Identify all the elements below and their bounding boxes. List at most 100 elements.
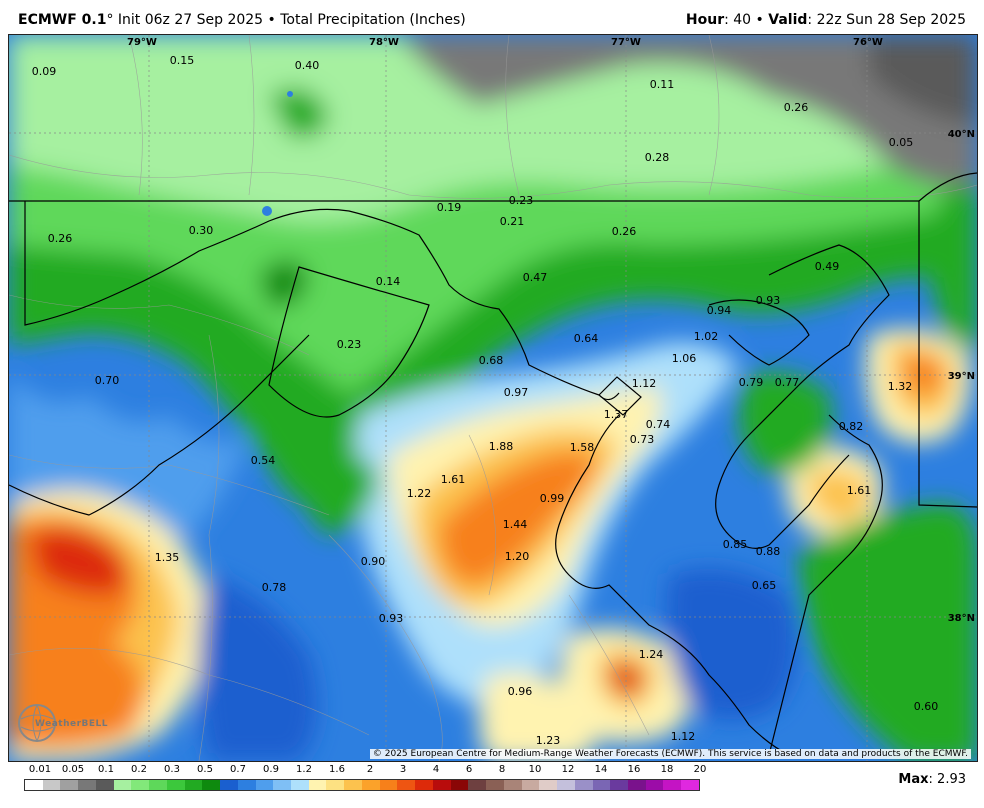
legend-label: 0.5 [197, 764, 213, 775]
precip-value-label: 0.88 [756, 545, 781, 558]
precip-value-label: 0.77 [775, 376, 800, 389]
precip-value-label: 0.26 [48, 232, 73, 245]
legend-swatch [149, 780, 167, 790]
legend-label: 0.9 [263, 764, 279, 775]
legend-swatch [681, 780, 699, 790]
latitude-labels: 40°N 39°N 38°N [948, 129, 975, 624]
legend-label: 0.05 [61, 764, 85, 775]
legend-swatch [308, 780, 327, 790]
precip-value-label: 0.97 [504, 386, 529, 399]
precip-value-label: 1.24 [639, 648, 664, 661]
precip-value-label: 0.78 [262, 581, 287, 594]
precip-value-label: 0.49 [815, 260, 840, 273]
legend-swatch [131, 780, 150, 790]
precip-value-label: 0.09 [32, 65, 57, 78]
init-time: Init 06z 27 Sep 2025 [113, 12, 264, 28]
precip-value-label: 1.06 [672, 352, 697, 365]
precip-value-label: 1.20 [505, 550, 530, 563]
state-borders [9, 172, 977, 756]
legend-label: 18 [660, 764, 674, 775]
max-point-marker [262, 206, 272, 216]
title-separator: • [751, 12, 769, 28]
precip-value-label: 0.54 [251, 454, 276, 467]
lat-label: 40°N [948, 129, 975, 140]
lat-label: 38°N [948, 613, 975, 624]
precip-value-label: 1.44 [503, 518, 528, 531]
precip-value-label: 0.19 [437, 201, 462, 214]
precip-value-label: 0.79 [739, 376, 764, 389]
legend-swatch [42, 780, 61, 790]
legend-swatch [610, 780, 628, 790]
precip-value-label: 0.30 [189, 224, 214, 237]
precip-value-label: 0.85 [723, 538, 748, 551]
precip-value-label: 0.64 [574, 332, 599, 345]
legend-label: 0.3 [164, 764, 180, 775]
lon-label: 76°W [853, 37, 883, 48]
legend-swatch [113, 780, 132, 790]
legend-swatch [574, 780, 593, 790]
logo-globe-icon [18, 704, 56, 742]
hour-value: : 40 [724, 12, 752, 28]
max-point-marker [287, 91, 293, 97]
title-separator: • [263, 12, 281, 28]
legend-label: 10 [528, 764, 542, 775]
legend-swatch [503, 780, 522, 790]
legend-label: 16 [627, 764, 641, 775]
legend-swatch [344, 780, 362, 790]
legend-swatch [539, 780, 558, 790]
precip-value-label: 1.12 [632, 377, 657, 390]
legend-label: 0.1 [98, 764, 114, 775]
legend-swatch [592, 780, 611, 790]
precip-value-label: 0.60 [914, 700, 939, 713]
longitude-labels: 79°W 78°W 77°W 76°W [127, 37, 883, 48]
precip-value-label: 0.74 [646, 418, 671, 431]
lon-label: 78°W [369, 37, 399, 48]
legend-swatch [220, 780, 238, 790]
precip-value-label: 0.90 [361, 555, 386, 568]
lon-label: 77°W [611, 37, 641, 48]
precip-value-label: 0.93 [756, 294, 781, 307]
precip-value-label: 1.37 [604, 408, 629, 421]
legend-swatch [237, 780, 256, 790]
lat-label: 39°N [948, 371, 975, 382]
precip-value-label: 0.68 [479, 354, 504, 367]
legend-label: 2 [366, 764, 374, 775]
precip-value-label: 1.32 [888, 380, 913, 393]
legend-swatch [486, 780, 504, 790]
product-name: Total Precipitation (Inches) [280, 12, 466, 28]
legend-label: 3 [399, 764, 407, 775]
legend-label: 0.01 [28, 764, 52, 775]
legend-swatch [60, 780, 79, 790]
legend-label: 1.6 [329, 764, 345, 775]
max-number: : 2.93 [928, 772, 966, 787]
precip-value-label: 0.93 [379, 612, 404, 625]
legend-label: 4 [432, 764, 440, 775]
legend-swatch [432, 780, 451, 790]
legend-swatch [166, 780, 185, 790]
precip-value-label: 0.26 [784, 101, 809, 114]
legend-label: 0.7 [230, 764, 246, 775]
legend-swatch [25, 780, 43, 790]
precip-value-label: 1.35 [155, 551, 180, 564]
valid-label: Valid [768, 12, 808, 28]
model-name: ECMWF 0.1 [18, 12, 107, 28]
precip-value-label: 1.12 [671, 730, 696, 743]
map-title: ECMWF 0.1° Init 06z 27 Sep 2025 • Total … [18, 12, 466, 28]
precip-value-label: 1.88 [489, 440, 514, 453]
legend-swatch [202, 780, 221, 790]
precip-value-label: 0.99 [540, 492, 565, 505]
point-value-labels: 0.09 0.15 0.40 0.11 0.26 0.05 0.28 0.19 0.23 0.21… [32, 54, 939, 747]
legend-swatch [557, 780, 575, 790]
precip-value-label: 1.23 [536, 734, 561, 747]
legend-labels: 0.01 0.05 0.1 0.2 0.3 0.5 0.7 0.9 1.2 1.6 2 3 4 6 8 10 1… [24, 764, 707, 778]
precip-value-label: 0.14 [376, 275, 401, 288]
legend-label: 0.2 [131, 764, 147, 775]
legend-swatch [78, 780, 96, 790]
valid-value: : 22z Sun 28 Sep 2025 [807, 12, 966, 28]
precip-value-label: 1.58 [570, 441, 595, 454]
precip-value-label: 1.02 [694, 330, 719, 343]
degree-symbol: ° [106, 12, 114, 28]
grid-lines [9, 35, 977, 761]
legend-swatch [450, 780, 469, 790]
precip-value-label: 0.47 [523, 271, 548, 284]
